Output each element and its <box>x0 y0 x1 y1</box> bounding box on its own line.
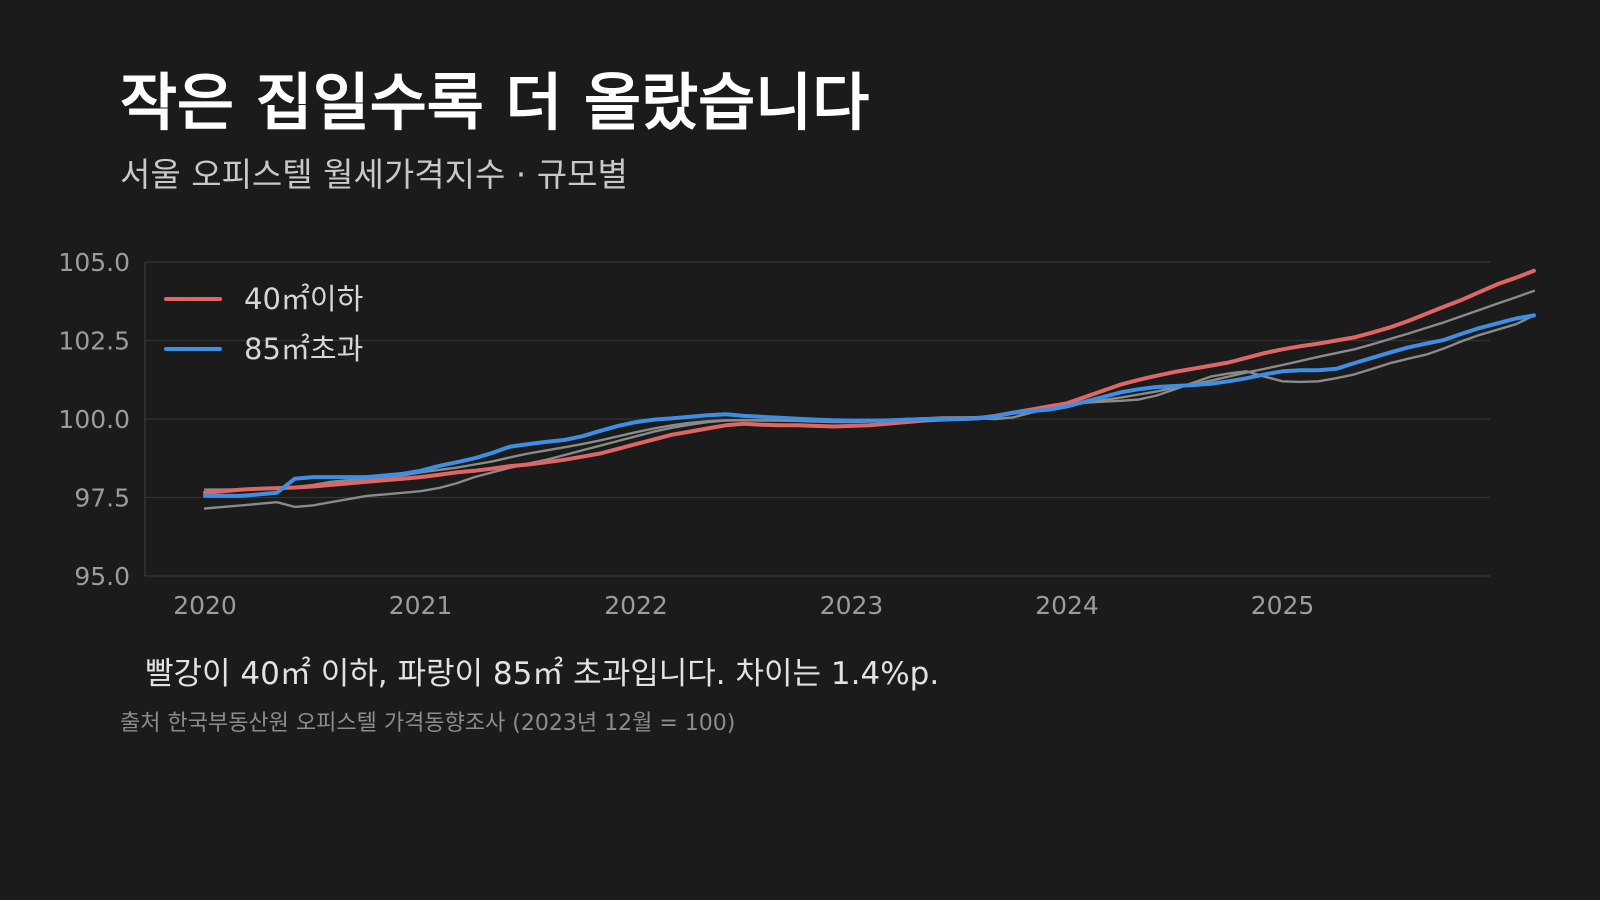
series-line-small <box>203 268 1536 495</box>
series-lines <box>203 268 1536 510</box>
series-line-large <box>203 313 1536 498</box>
chart-subtitle: 서울 오피스텔 월세가격지수 · 규모별 <box>120 155 628 194</box>
x-tick-label: 2025 <box>1251 591 1315 620</box>
y-tick-label: 105.0 <box>58 248 130 277</box>
x-tick-label: 2023 <box>820 591 884 620</box>
legend-label: 85㎡초과 <box>244 332 363 366</box>
x-tick-label: 2021 <box>389 591 453 620</box>
chart-source: 출처 한국부동산원 오피스텔 가격동향조사 (2023년 12월 = 100) <box>120 711 736 736</box>
legend: 40㎡이하 85㎡초과 <box>164 282 363 366</box>
series-line-other <box>203 289 1536 491</box>
grid-lines <box>145 261 1490 499</box>
legend-label: 40㎡이하 <box>244 282 363 316</box>
x-tick-label: 2020 <box>173 591 237 620</box>
x-tick-label: 2022 <box>604 591 668 620</box>
y-tick-label: 97.5 <box>74 484 130 513</box>
y-tick-label: 102.5 <box>58 327 130 356</box>
y-tick-label: 95.0 <box>74 562 130 591</box>
y-tick-label: 100.0 <box>58 405 130 434</box>
chart-title: 작은 집일수록 더 올랐습니다 <box>120 66 870 139</box>
chart-note: 빨강이 40㎡ 이하, 파랑이 85㎡ 초과입니다. 차이는 1.4%p. <box>145 656 940 692</box>
x-tick-label: 2024 <box>1035 591 1099 620</box>
axes: 95.0 97.5 100.0 102.5 105.0 2020 2021 2022 2023 2… <box>58 248 1490 620</box>
